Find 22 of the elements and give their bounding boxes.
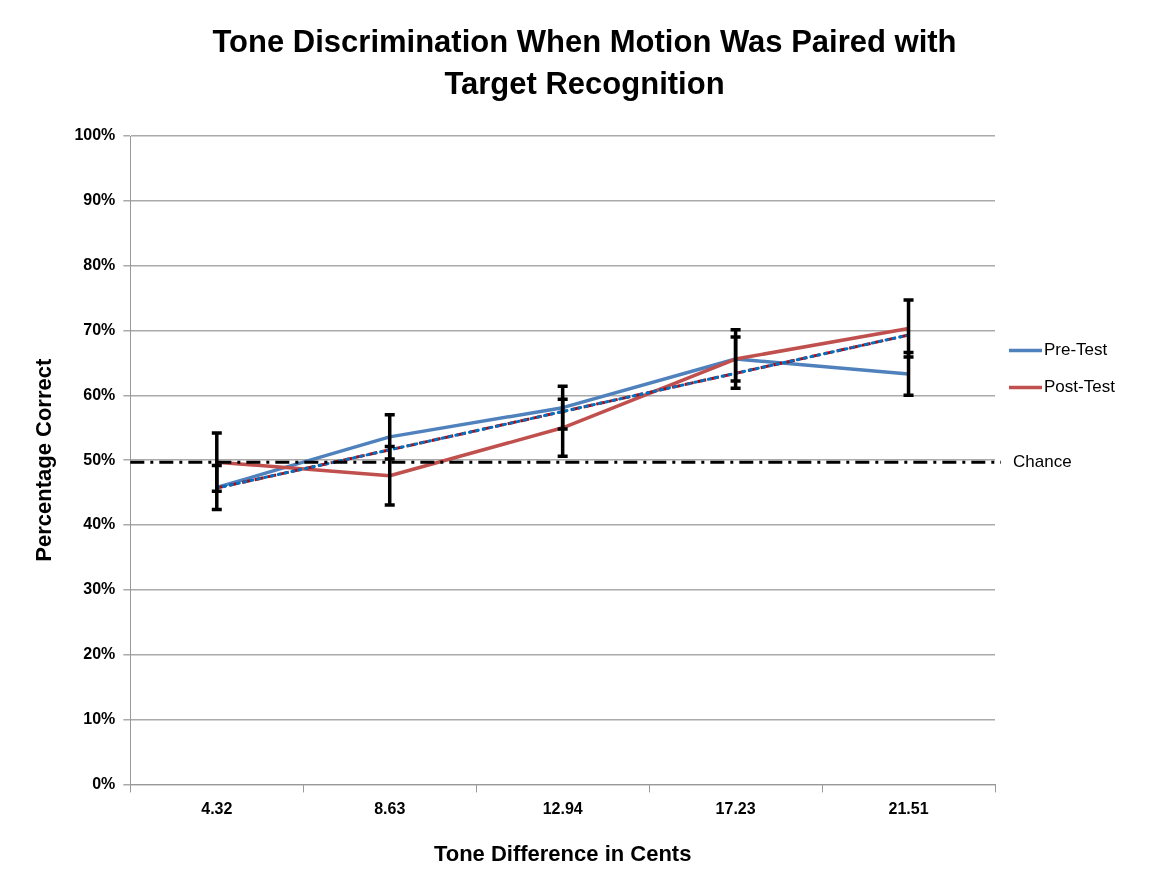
x-tick-label: 12.94 <box>542 800 583 818</box>
y-tick-label: 20% <box>83 645 116 663</box>
x-tick-label: 8.63 <box>374 800 406 818</box>
y-tick-label: 0% <box>92 774 116 792</box>
y-tick-label: 90% <box>83 191 116 209</box>
x-tick-label: 17.23 <box>715 800 756 818</box>
x-tick-label: 4.32 <box>201 800 233 818</box>
y-tick-label: 50% <box>83 450 116 468</box>
y-axis-title: Percentage Correct <box>31 358 57 562</box>
y-tick-label: 80% <box>83 256 116 274</box>
ref-line-label: Chance <box>1013 451 1072 471</box>
y-tick-label: 30% <box>83 580 116 598</box>
y-tick-label: 10% <box>83 709 116 727</box>
x-tick-label: 21.51 <box>888 800 929 818</box>
y-tick-label: 60% <box>83 385 116 403</box>
x-axis-title: Tone Difference in Cents <box>433 840 692 866</box>
legend-label: Pre-Test <box>1044 340 1108 360</box>
y-tick-label: 100% <box>74 126 116 144</box>
legend-label: Post-Test <box>1044 377 1116 397</box>
y-tick-label: 70% <box>83 320 116 338</box>
y-tick-label: 40% <box>83 515 116 533</box>
chart-title: Tone Discrimination When Motion Was Paired with Target Recognition <box>211 23 958 103</box>
